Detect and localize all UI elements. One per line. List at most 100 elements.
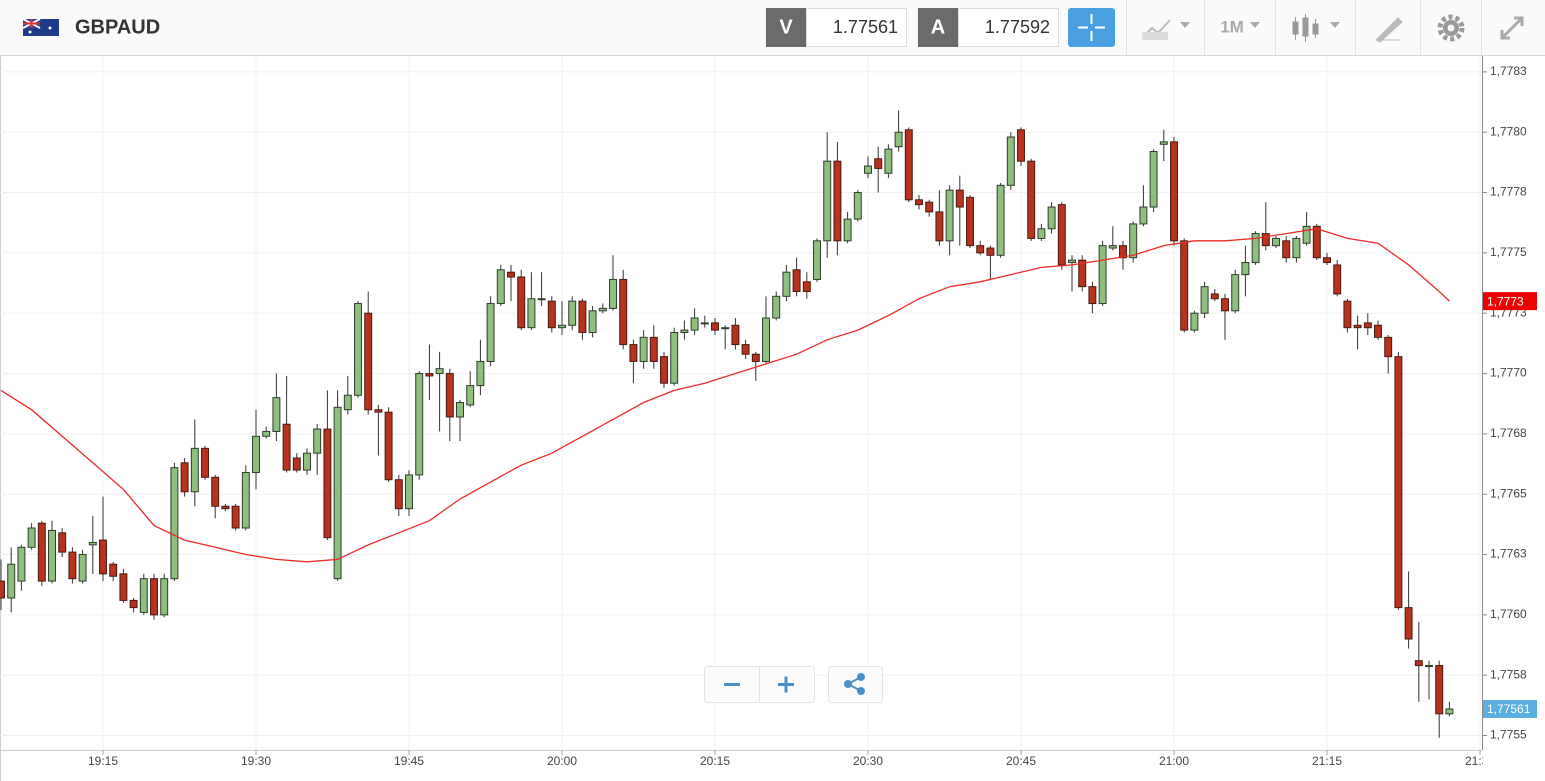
candle-body: [1047, 206, 1056, 230]
x-tick-label: 20:00: [547, 754, 577, 768]
candle-body: [945, 189, 954, 242]
candle-body: [976, 245, 985, 254]
candle-body: [639, 336, 648, 362]
candle-body: [996, 184, 1005, 256]
y-tick-label: 1,7763: [1490, 547, 1527, 561]
ask-box[interactable]: [958, 8, 1059, 47]
candle-body: [588, 310, 597, 334]
candle-body: [660, 356, 668, 384]
candle-body: [609, 278, 617, 309]
candle-body: [1312, 225, 1321, 259]
candle-body: [813, 240, 821, 280]
candle-body: [0, 580, 5, 599]
candle-body: [711, 322, 719, 331]
x-tick-label: 21:00: [1159, 754, 1189, 768]
candle-body: [864, 165, 872, 174]
crosshair-button[interactable]: [1068, 8, 1115, 47]
candle-body: [1129, 223, 1138, 259]
y-tick-label: 1,7778: [1490, 185, 1527, 199]
candle-body: [27, 527, 36, 548]
candle-body: [1017, 129, 1025, 162]
price-tag: [1483, 292, 1537, 311]
candle-body: [1333, 264, 1342, 295]
candle-body: [221, 505, 230, 510]
candle-body: [78, 554, 87, 582]
candle-body: [1394, 356, 1403, 609]
candle-body: [1027, 160, 1036, 239]
candle-body: [99, 539, 107, 575]
candle-body: [7, 563, 16, 599]
y-tick-label: 1,7758: [1490, 667, 1527, 681]
candle-body: [527, 298, 536, 329]
candle-body: [333, 406, 342, 580]
candle-body: [1272, 237, 1280, 247]
candle-body: [680, 329, 689, 334]
candle-body: [282, 423, 291, 471]
candle-body: [782, 271, 791, 297]
candle-body: [201, 447, 209, 478]
draw-tool-button[interactable]: [1375, 17, 1403, 43]
moving-average: [0, 228, 1450, 563]
candle-body: [1384, 336, 1393, 358]
candle-body: [915, 199, 923, 206]
candle-body: [731, 324, 740, 346]
candle-body: [1190, 312, 1199, 331]
candle-body: [1119, 245, 1127, 259]
candle-body: [1404, 607, 1413, 640]
x-tick-label: 21:30: [1465, 754, 1495, 768]
y-tick-label: 1,7780: [1490, 124, 1527, 138]
candle-body: [690, 317, 699, 331]
candle-body: [343, 394, 352, 411]
y-tick-label: 1,7755: [1490, 728, 1527, 742]
candle-body: [425, 373, 434, 377]
candle-body: [150, 578, 158, 616]
candle-body: [374, 409, 383, 413]
candle-body: [884, 148, 893, 174]
candle-body: [1231, 274, 1240, 312]
candle-body: [751, 353, 760, 362]
bid-box[interactable]: [806, 8, 907, 47]
timeframe[interactable]: 1M: [1220, 17, 1244, 36]
candle-body: [119, 573, 128, 601]
share-button[interactable]: [844, 673, 865, 695]
candle-body: [303, 452, 311, 471]
candle-body: [1088, 286, 1097, 305]
symbol: GBPAUD: [75, 16, 160, 38]
candle-body: [1068, 259, 1076, 264]
chart-type-button[interactable]: [1141, 19, 1190, 40]
candle-body: [1343, 300, 1352, 329]
candle-body: [109, 563, 118, 577]
candle-body: [384, 411, 393, 481]
candle-body: [1261, 233, 1270, 247]
candle-body: [170, 467, 179, 580]
candle-body: [456, 402, 464, 418]
candle-body: [507, 271, 515, 278]
zoom-in[interactable]: [778, 676, 794, 693]
candle-body: [568, 300, 577, 326]
candle-body: [476, 360, 485, 387]
candle-body: [190, 447, 199, 493]
candle-body: [1098, 245, 1107, 305]
candle-body: [1170, 141, 1178, 242]
candle-body: [547, 300, 556, 329]
candle-body: [853, 192, 862, 220]
candle-body: [211, 476, 220, 507]
candle-body: [986, 247, 995, 256]
fullscreen-button[interactable]: [1500, 16, 1524, 40]
candle-body: [272, 397, 281, 432]
candle-body: [1180, 240, 1189, 331]
header-separators: [1126, 0, 1482, 55]
settings-button[interactable]: [1437, 14, 1465, 42]
candle-type-button[interactable]: [1292, 14, 1340, 42]
candle-body: [1006, 136, 1015, 186]
candle-body: [1037, 228, 1046, 239]
candle-body: [394, 479, 403, 510]
timeframe-caret: [1250, 22, 1260, 28]
candle-body: [445, 373, 454, 418]
candle-body: [935, 211, 944, 242]
candle-body: [88, 541, 97, 546]
candle-body: [904, 129, 913, 201]
candle-body: [1210, 293, 1219, 300]
